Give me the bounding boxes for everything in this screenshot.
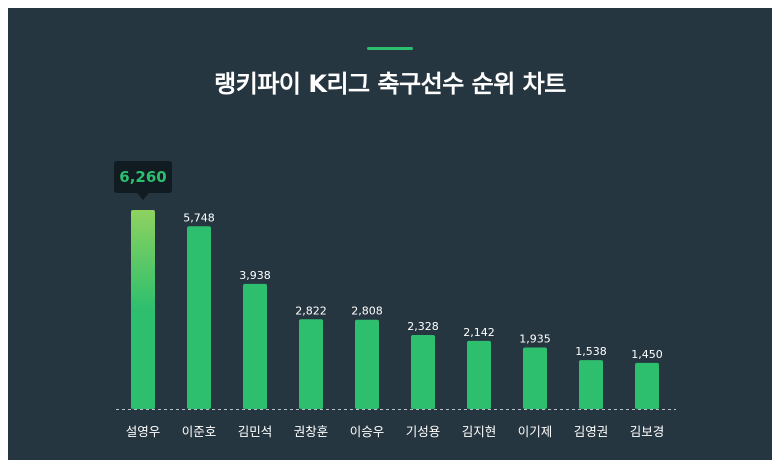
tooltip-box bbox=[114, 161, 172, 193]
bar-8 bbox=[523, 347, 547, 409]
bar-10 bbox=[635, 362, 659, 409]
bar-6 bbox=[411, 334, 435, 409]
bar-1 bbox=[131, 210, 155, 409]
title-accent-line bbox=[367, 47, 413, 50]
category-label: 설영우 bbox=[126, 424, 161, 439]
bar-value-label: 2,808 bbox=[351, 305, 383, 318]
bars-group: 5,748 3,938 2,822 2,808 2,328 2,142 1,935 1,538… bbox=[131, 210, 663, 409]
bar-2 bbox=[187, 226, 211, 409]
highlight-tooltip: 6,260 bbox=[114, 161, 172, 200]
category-label: 김보경 bbox=[630, 424, 665, 439]
category-label: 기성용 bbox=[406, 424, 441, 439]
category-label: 김영권 bbox=[574, 424, 609, 439]
chart-title: 랭키파이 K리그 축구선수 순위 차트 bbox=[214, 70, 566, 98]
bar-value-label: 5,748 bbox=[183, 211, 215, 224]
category-label: 김민석 bbox=[238, 424, 273, 439]
bar-value-label: 2,822 bbox=[295, 304, 327, 317]
bar-4 bbox=[299, 319, 323, 409]
bar-9 bbox=[579, 360, 603, 409]
bar-value-label: 2,328 bbox=[407, 320, 439, 333]
bar-value-label: 2,142 bbox=[463, 326, 495, 339]
tooltip-arrow bbox=[137, 193, 149, 200]
category-label: 김지현 bbox=[462, 424, 497, 439]
bar-7 bbox=[467, 340, 491, 409]
category-labels-group: 설영우 이준호 김민석 권창훈 이승우 기성용 김지현 이기제 김영권 김보경 bbox=[126, 424, 665, 439]
bar-value-label: 1,538 bbox=[575, 345, 607, 358]
tooltip-value: 6,260 bbox=[119, 168, 166, 186]
bar-value-label: 3,938 bbox=[239, 269, 271, 282]
category-label: 이준호 bbox=[182, 424, 217, 439]
bar-value-label: 1,450 bbox=[631, 348, 663, 361]
category-label: 이승우 bbox=[350, 424, 385, 439]
category-label: 이기제 bbox=[518, 424, 553, 439]
bar-5 bbox=[355, 319, 379, 409]
bar-value-label: 1,935 bbox=[519, 332, 551, 345]
category-label: 권창훈 bbox=[294, 424, 329, 439]
bar-3 bbox=[243, 283, 267, 409]
